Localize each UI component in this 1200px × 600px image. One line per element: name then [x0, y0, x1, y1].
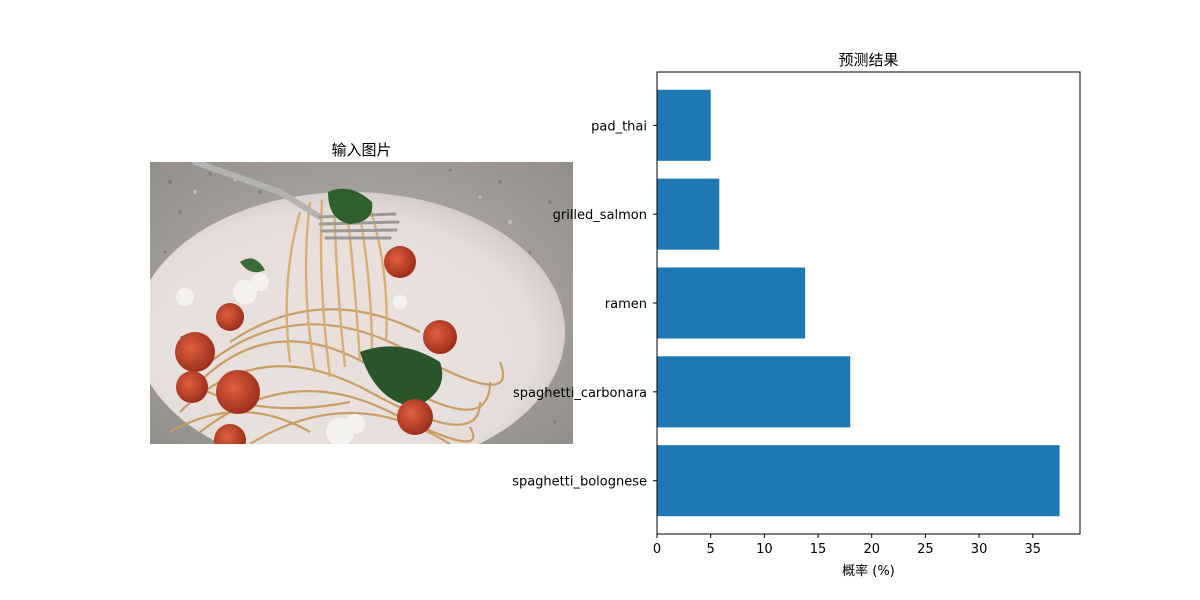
- x-tick-label: 35: [1024, 542, 1041, 557]
- x-tick-label: 30: [971, 542, 988, 557]
- y-tick-label: spaghetti_carbonara: [513, 386, 647, 401]
- y-tick-label: ramen: [605, 297, 647, 312]
- bar-ramen: [657, 267, 806, 339]
- spaghetti-plate-photo-icon: [150, 162, 573, 444]
- x-ticks-group: 0 5 10 15 20 25 30 35: [653, 534, 1041, 557]
- y-tick-label: pad_thai: [591, 119, 647, 134]
- x-tick-label: 5: [707, 542, 715, 557]
- image-title: 输入图片: [331, 141, 392, 159]
- x-tick-label: 0: [653, 542, 661, 557]
- axes-frame: [656, 71, 1081, 535]
- chart-title: 预测结果: [838, 51, 899, 69]
- x-tick-label: 15: [810, 542, 827, 557]
- bar-grilled_salmon: [657, 178, 720, 250]
- x-tick-label: 20: [863, 542, 880, 557]
- y-ticks-group: spaghetti_bolognese spaghetti_carbonara ra…: [512, 119, 657, 490]
- y-tick-label: grilled_salmon: [553, 208, 647, 223]
- bars-group: [657, 89, 1060, 517]
- x-axis-label: 概率 (%): [842, 563, 895, 579]
- spaghetti-photo: [150, 162, 573, 444]
- bar-spaghetti_bolognese: [657, 445, 1060, 517]
- x-tick-label: 25: [917, 542, 934, 557]
- bar-pad_thai: [657, 89, 711, 161]
- bar-spaghetti_carbonara: [657, 356, 851, 428]
- y-tick-label: spaghetti_bolognese: [512, 475, 647, 490]
- x-tick-label: 10: [756, 542, 773, 557]
